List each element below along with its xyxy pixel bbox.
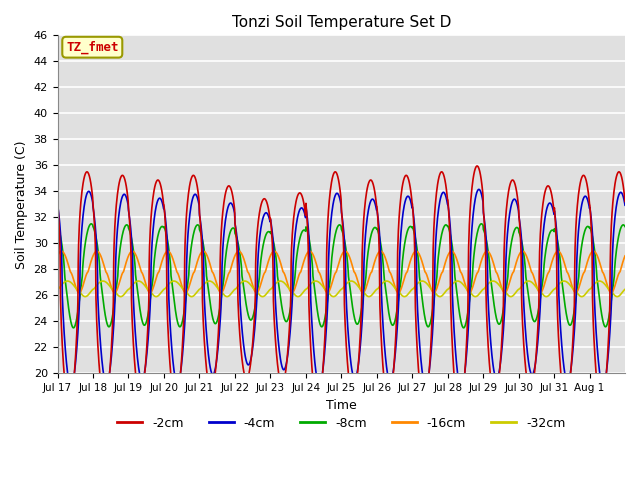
-16cm <box>621 253 629 259</box>
-16cm <box>143 283 150 288</box>
Text: TZ_fmet: TZ_fmet <box>66 40 118 54</box>
Line: -8cm: -8cm <box>58 224 625 328</box>
-4cm <box>614 193 622 199</box>
-32cm <box>143 285 150 290</box>
Line: -16cm: -16cm <box>58 251 625 293</box>
-16cm <box>476 264 484 269</box>
-16cm <box>559 256 567 262</box>
-32cm <box>326 292 334 298</box>
-16cm <box>326 286 334 291</box>
-32cm <box>614 293 622 299</box>
Legend: -2cm, -4cm, -8cm, -16cm, -32cm: -2cm, -4cm, -8cm, -16cm, -32cm <box>112 412 570 435</box>
-2cm <box>476 168 484 174</box>
-16cm <box>316 270 323 276</box>
-8cm <box>614 235 622 240</box>
-16cm <box>377 248 385 254</box>
-8cm <box>70 325 77 331</box>
-8cm <box>621 224 629 229</box>
-32cm <box>475 291 483 297</box>
Y-axis label: Soil Temperature (C): Soil Temperature (C) <box>15 140 28 269</box>
X-axis label: Time: Time <box>326 398 356 412</box>
-2cm <box>559 390 567 396</box>
-16cm <box>614 272 622 277</box>
Line: -4cm: -4cm <box>58 190 625 388</box>
-32cm <box>543 294 550 300</box>
-4cm <box>621 203 629 208</box>
-4cm <box>54 202 61 207</box>
-2cm <box>614 169 622 175</box>
-2cm <box>143 352 150 358</box>
-2cm <box>316 397 323 403</box>
-32cm <box>54 287 61 292</box>
-8cm <box>317 322 324 328</box>
-16cm <box>54 253 61 259</box>
-8cm <box>143 317 151 323</box>
-8cm <box>476 222 484 228</box>
-4cm <box>559 355 567 361</box>
-2cm <box>621 199 629 204</box>
-2cm <box>326 188 334 193</box>
-4cm <box>326 224 334 230</box>
-2cm <box>54 199 61 204</box>
-32cm <box>316 280 323 286</box>
Line: -2cm: -2cm <box>58 166 625 412</box>
-4cm <box>476 187 484 193</box>
-8cm <box>559 286 567 292</box>
-4cm <box>475 187 483 192</box>
-16cm <box>359 290 367 296</box>
Line: -32cm: -32cm <box>58 281 625 297</box>
-4cm <box>316 381 323 387</box>
-32cm <box>559 278 566 284</box>
-32cm <box>621 287 629 292</box>
-4cm <box>458 385 465 391</box>
-2cm <box>474 163 481 169</box>
-4cm <box>143 357 150 362</box>
-8cm <box>327 263 335 269</box>
-2cm <box>456 409 463 415</box>
-8cm <box>54 223 61 228</box>
Title: Tonzi Soil Temperature Set D: Tonzi Soil Temperature Set D <box>232 15 451 30</box>
-8cm <box>87 221 95 227</box>
-32cm <box>560 278 568 284</box>
